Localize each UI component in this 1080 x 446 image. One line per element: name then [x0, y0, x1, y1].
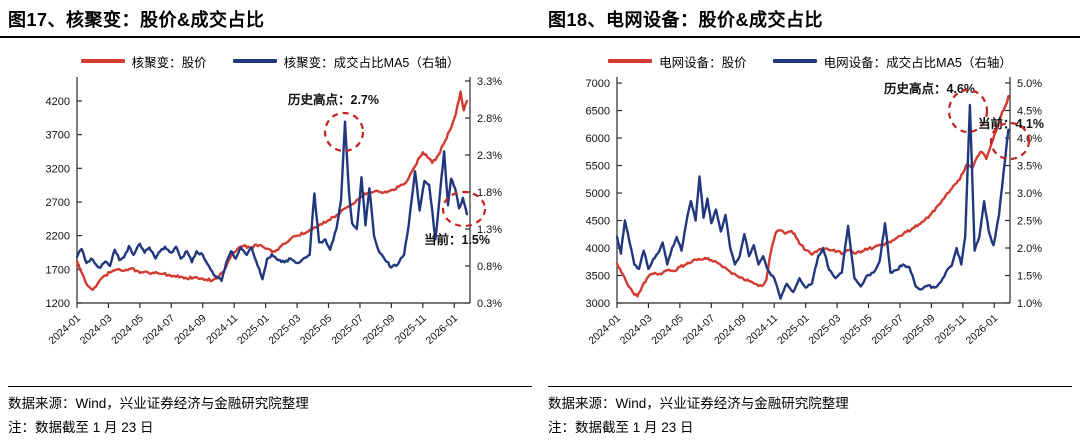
footer-fusion: 数据来源：Wind，兴业证券经济与金融研究院整理 注：数据截至 1 月 23 日 — [8, 386, 532, 440]
annotation-dashed-circle — [947, 88, 989, 134]
annotation-label: 历史高点：4.6% — [884, 81, 975, 96]
x-axis-label: 2024-03 — [78, 312, 115, 347]
x-axis-label: 2025-09 — [901, 312, 938, 347]
annotation-label: 当前：4.1% — [978, 116, 1044, 131]
x-axis-label: 2024-11 — [744, 312, 780, 346]
x-axis-label: 2025-03 — [266, 312, 303, 347]
share-line-swatch — [232, 59, 277, 63]
right-axis-label: 2.3% — [477, 150, 502, 162]
price-line — [75, 90, 469, 292]
left-axis-label: 3700 — [46, 130, 70, 142]
figure-18-title: 图18、电网设备：股价&成交占比 — [540, 0, 1080, 38]
left-axis-label: 5500 — [586, 161, 610, 173]
left-axis-label: 3200 — [46, 163, 70, 175]
share-ma5-line — [75, 120, 469, 283]
left-axis-label: 4000 — [586, 243, 610, 255]
annotation-dashed-circle — [989, 121, 1031, 161]
right-axis-label: 1.8% — [477, 187, 502, 199]
share-ma5-line — [615, 103, 1010, 300]
annotation-label: 当前：1.5% — [424, 232, 490, 247]
x-axis-label: 2024-05 — [649, 312, 686, 347]
left-axis-label: 4200 — [46, 96, 70, 108]
x-axis-label: 2025-11 — [933, 312, 969, 346]
left-axis-label: 3000 — [586, 298, 610, 310]
right-axis-label: 2.5% — [1017, 215, 1042, 227]
right-axis-label: 2.8% — [477, 113, 502, 125]
left-axis-label: 6500 — [586, 106, 610, 118]
right-axis-label: 3.3% — [477, 76, 502, 88]
x-axis-label: 2024-07 — [681, 312, 718, 347]
right-axis-label: 4.5% — [1017, 105, 1042, 117]
x-axis-label: 2024-01 — [586, 312, 623, 347]
right-axis-label: 1.0% — [1017, 298, 1042, 310]
legend-item-share: 核聚变：成交占比MA5（右轴） — [232, 52, 460, 71]
legend-grid: 电网设备：股价 电网设备：成交占比MA5（右轴） — [540, 51, 1080, 71]
x-axis-label: 2025-09 — [361, 312, 398, 347]
legend-label-share: 核聚变：成交占比MA5（右轴） — [283, 55, 460, 70]
share-line-swatch — [772, 59, 817, 63]
right-axis-label: 1.5% — [1017, 270, 1042, 282]
x-axis-label: 2025-01 — [235, 312, 272, 347]
annotation-label: 历史高点：2.7% — [288, 92, 379, 107]
price-line-swatch — [80, 59, 125, 63]
x-axis-label: 2025-07 — [329, 312, 366, 347]
x-axis-label: 2024-07 — [141, 312, 178, 347]
footer-grid: 数据来源：Wind，兴业证券经济与金融研究院整理 注：数据截至 1 月 23 日 — [548, 386, 1072, 440]
left-axis-label: 7000 — [586, 78, 610, 90]
price-line-swatch — [608, 59, 653, 63]
x-axis-label: 2025-05 — [298, 312, 335, 347]
figure-panel-fusion: 图17、核聚变：股价&成交占比 核聚变：股价 核聚变：成交占比MA5（右轴） 4… — [0, 0, 540, 440]
legend-item-share: 电网设备：成交占比MA5（右轴） — [772, 52, 1012, 71]
data-source-note: 数据来源：Wind，兴业证券经济与金融研究院整理 — [8, 396, 309, 411]
left-axis-label: 2700 — [46, 197, 70, 209]
left-axis-label: 1200 — [46, 298, 70, 310]
legend-label-price: 电网设备：股价 — [659, 55, 747, 70]
left-axis-label: 1700 — [46, 264, 70, 276]
legend-item-price: 电网设备：股价 — [608, 52, 747, 71]
legend-item-price: 核聚变：股价 — [80, 52, 207, 71]
x-axis-label: 2024-09 — [172, 312, 209, 347]
x-axis-label: 2024-11 — [204, 312, 240, 346]
left-axis-label: 6000 — [586, 133, 610, 145]
annotation-dashed-circle — [323, 111, 365, 153]
x-axis-label: 2025-05 — [838, 312, 875, 347]
x-axis-label: 2026-01 — [964, 312, 1001, 347]
data-cutoff-note: 注：数据截至 1 月 23 日 — [8, 420, 154, 435]
right-axis-label: 0.3% — [477, 298, 502, 310]
right-axis-label: 0.8% — [477, 261, 502, 273]
chart-svg: 4200 3700 3200 2700 2200 1700 1200 3.3% 2.8% 2.3%… — [46, 76, 503, 347]
figure-panel-grid-equipment: 图18、电网设备：股价&成交占比 电网设备：股价 电网设备：成交占比MA5（右轴… — [540, 0, 1080, 446]
data-source-note: 数据来源：Wind，兴业证券经济与金融研究院整理 — [548, 396, 849, 411]
x-axis-label: 2024-09 — [712, 312, 749, 347]
x-axis-label: 2024-01 — [46, 312, 83, 347]
legend-label-price: 核聚变：股价 — [131, 55, 207, 70]
x-axis-label: 2024-03 — [618, 312, 655, 347]
right-axis-label: 5.0% — [1017, 78, 1042, 90]
x-axis-label: 2025-03 — [806, 312, 843, 347]
grid-equipment-price-share-chart: 7000 6500 6000 5500 5000 4500 4000 3500 3000 5.0%… — [540, 73, 1080, 373]
figure-17-title: 图17、核聚变：股价&成交占比 — [0, 0, 540, 38]
left-axis-label: 5000 — [586, 188, 610, 200]
left-axis-label: 2200 — [46, 231, 70, 243]
x-axis-label: 2025-01 — [775, 312, 812, 347]
left-axis-label: 4500 — [586, 216, 610, 228]
legend-fusion: 核聚变：股价 核聚变：成交占比MA5（右轴） — [0, 51, 540, 71]
fusion-price-share-chart: 4200 3700 3200 2700 2200 1700 1200 3.3% 2.8% 2.3%… — [0, 73, 540, 373]
annotation-dashed-circle — [441, 190, 487, 228]
price-line — [615, 95, 1010, 298]
legend-label-share: 电网设备：成交占比MA5（右轴） — [823, 55, 1012, 70]
right-axis-label: 2.0% — [1017, 243, 1042, 255]
right-axis-label: 3.0% — [1017, 188, 1042, 200]
right-axis-label: 1.3% — [477, 224, 502, 236]
left-axis-label: 3500 — [586, 271, 610, 283]
chart-svg: 7000 6500 6000 5500 5000 4500 4000 3500 3000 5.0%… — [586, 77, 1044, 347]
x-axis-label: 2025-07 — [869, 312, 906, 347]
x-axis-label: 2026-01 — [424, 312, 461, 347]
data-cutoff-note: 注：数据截至 1 月 23 日 — [548, 420, 694, 435]
right-axis-label: 3.5% — [1017, 160, 1042, 172]
x-axis-label: 2024-05 — [109, 312, 146, 347]
x-axis-label: 2025-11 — [393, 312, 429, 346]
